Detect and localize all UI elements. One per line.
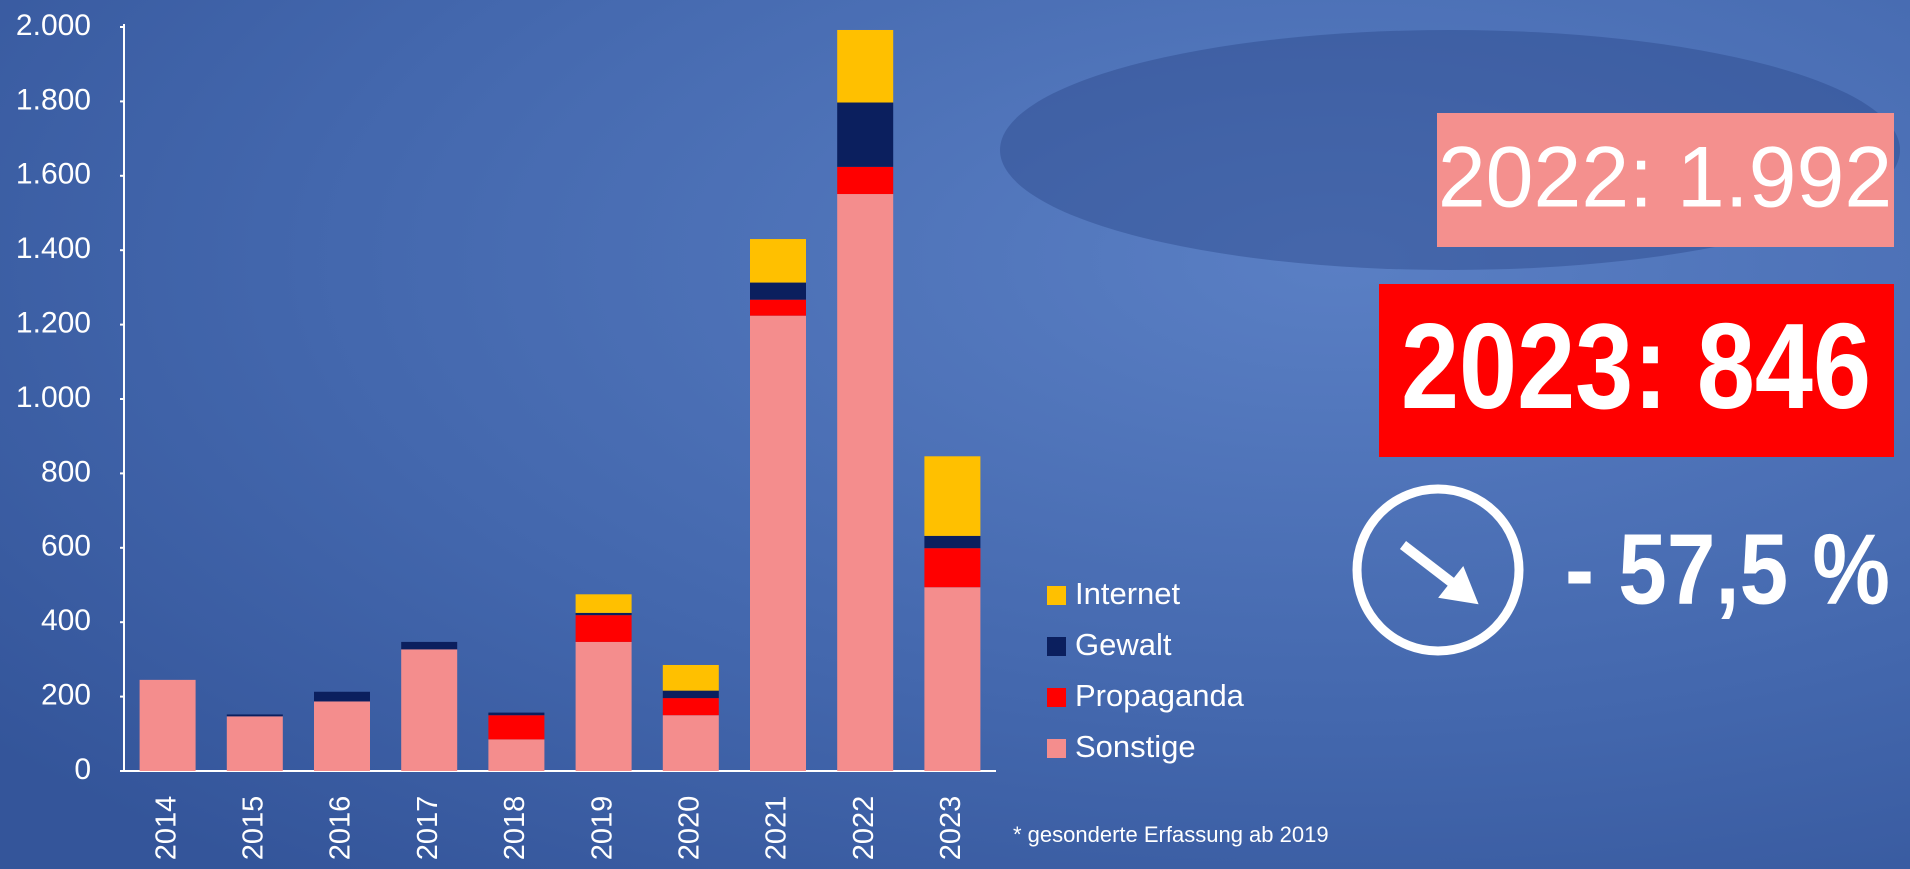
legend-swatch: [1047, 586, 1066, 605]
bar-segment: [837, 194, 894, 771]
x-tick-label: 2020: [673, 796, 705, 861]
box-2022: [1437, 113, 1894, 247]
bar-segment: [226, 714, 283, 717]
bar-segment: [575, 594, 632, 613]
bar-segment: [488, 715, 545, 740]
bar-segment: [401, 649, 458, 771]
y-tick-label: 1.800: [16, 83, 91, 116]
bar-segment: [837, 166, 894, 195]
y-tick-label: 0: [74, 753, 91, 786]
bar-segment: [924, 587, 981, 771]
x-tick-label: 2022: [848, 796, 880, 861]
x-tick-label: 2015: [237, 796, 269, 861]
y-tick-label: 400: [41, 604, 91, 637]
bar-segment: [924, 456, 981, 536]
bar-segment: [750, 239, 806, 283]
legend-label: Internet: [1075, 576, 1181, 611]
y-tick-label: 1.200: [16, 307, 91, 340]
x-tick-label: 2017: [412, 796, 444, 861]
y-tick-label: 2.000: [16, 9, 91, 42]
y-tick-label: 1.000: [16, 381, 91, 414]
x-tick-label: 2018: [499, 796, 531, 861]
bar-segment: [575, 641, 632, 771]
bar-segment: [575, 615, 632, 642]
bar-segment: [750, 315, 806, 771]
bar-segment: [924, 548, 981, 588]
bar-segment: [924, 535, 981, 549]
x-tick-label: 2019: [586, 796, 618, 861]
y-tick-label: 800: [41, 455, 91, 488]
bar-segment: [226, 716, 283, 771]
y-tick-label: 1.400: [16, 232, 91, 265]
bar-segment: [662, 690, 719, 699]
legend-label: Gewalt: [1075, 627, 1172, 662]
bar-segment: [662, 698, 719, 716]
trend-arrow: [1399, 541, 1479, 605]
y-tick-label: 1.600: [16, 158, 91, 191]
bar-segment: [314, 691, 370, 702]
bar-segment: [575, 612, 632, 616]
bar-segment: [139, 679, 196, 771]
bar-segment: [488, 712, 545, 716]
box-2023: [1379, 284, 1894, 457]
legend-swatch: [1047, 739, 1066, 758]
legend-label: Sonstige: [1075, 729, 1196, 764]
legend-swatch: [1047, 637, 1066, 656]
x-tick-label: 2021: [761, 796, 793, 861]
legend-swatch: [1047, 688, 1066, 707]
x-tick-label: 2014: [150, 796, 182, 861]
bar-segment: [837, 102, 894, 167]
y-tick-label: 600: [41, 530, 91, 563]
change-label: - 57,5 %: [1565, 513, 1890, 625]
legend-label: Propaganda: [1075, 678, 1245, 713]
bar-segment: [662, 715, 719, 771]
label-2023: 2023: 846: [1401, 298, 1871, 434]
bar-segment: [314, 701, 370, 771]
bar-segment: [837, 29, 894, 103]
bar-segment: [401, 641, 458, 650]
x-tick-label: 2023: [935, 796, 967, 861]
footnote: * gesonderte Erfassung ab 2019: [1013, 822, 1329, 847]
bar-segment: [750, 299, 806, 316]
x-tick-label: 2016: [325, 796, 357, 861]
label-2022: 2022: 1.992: [1438, 130, 1892, 226]
bar-segment: [750, 282, 806, 300]
bar-segment: [662, 664, 719, 691]
trend-circle: [1352, 484, 1524, 656]
bar-segment: [488, 739, 545, 771]
y-tick-label: 200: [41, 679, 91, 712]
